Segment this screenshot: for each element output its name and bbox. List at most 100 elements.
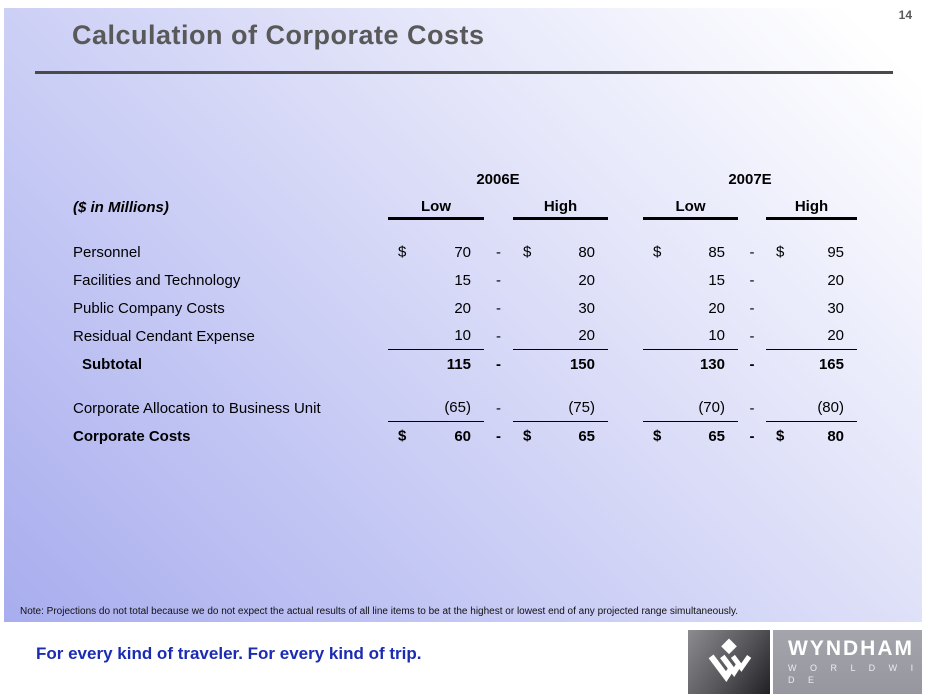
- table-row-corporate-costs: Corporate Costs $60 - $65 $65 - $80: [73, 422, 857, 450]
- value: 20: [578, 327, 595, 344]
- row-label: Subtotal: [82, 355, 142, 373]
- value-cell: $80: [513, 238, 608, 266]
- logo-wordmark: WYNDHAM W O R L D W I D E: [773, 630, 922, 694]
- range-dash: -: [496, 355, 501, 373]
- corporate-costs-table: 2006E 2007E ($ in Millions) Low High Low…: [73, 168, 857, 450]
- footer-bar: For every kind of traveler. For every ki…: [0, 622, 926, 694]
- wyndham-logo: WYNDHAM W O R L D W I D E: [688, 630, 922, 694]
- row-label: Public Company Costs: [73, 299, 225, 317]
- value-cell: (65): [388, 394, 484, 422]
- footnote: Note: Projections do not total because w…: [20, 606, 739, 617]
- currency-symbol: $: [776, 243, 785, 261]
- value-cell: $65: [643, 422, 738, 450]
- range-dash: -: [749, 427, 755, 445]
- value: (70): [698, 399, 725, 416]
- year-gap: [608, 238, 643, 266]
- currency-symbol: $: [523, 243, 532, 261]
- range-dash: -: [749, 355, 755, 373]
- units-label: ($ in Millions): [73, 199, 169, 216]
- table-row-facilities: Facilities and Technology 15 - 20 15 - 2…: [73, 266, 857, 294]
- value-cell: 15: [643, 266, 738, 294]
- value-cell: 150: [513, 350, 608, 378]
- logo-divider: [770, 630, 773, 694]
- header-spacer: [73, 220, 857, 238]
- range-dash: -: [749, 399, 755, 417]
- empty-cell: [608, 190, 643, 220]
- value: 20: [708, 299, 725, 317]
- value-cell: 20: [513, 266, 608, 294]
- value: 60: [454, 427, 471, 445]
- year-header-2006e: 2006E: [476, 170, 520, 188]
- year-gap: [608, 266, 643, 294]
- range-dash: -: [496, 299, 501, 317]
- value-cell: 115: [388, 350, 484, 378]
- year-header-2007e: 2007E: [728, 170, 772, 188]
- col-header-2007e-low: Low: [643, 196, 738, 220]
- value: (80): [817, 399, 844, 416]
- value-cell: 30: [513, 294, 608, 322]
- year-gap: [608, 422, 643, 450]
- table-row-public-company: Public Company Costs 20 - 30 20 - 30: [73, 294, 857, 322]
- value: (75): [568, 399, 595, 416]
- row-label: Personnel: [73, 243, 141, 261]
- value-cell: (70): [643, 394, 738, 422]
- range-dash: -: [496, 243, 501, 261]
- value: 20: [827, 271, 844, 289]
- empty-cell: [738, 190, 766, 220]
- slide-canvas: 14 Calculation of Corporate Costs 2006E …: [4, 8, 922, 622]
- value-cell: 15: [388, 266, 484, 294]
- value: 65: [578, 427, 595, 445]
- row-label: Residual Cendant Expense: [73, 327, 255, 345]
- value: 70: [454, 243, 471, 261]
- brand-tagline: For every kind of traveler. For every ki…: [36, 644, 422, 663]
- range-dash: -: [496, 271, 501, 289]
- value-cell: 20: [766, 266, 857, 294]
- table-row-personnel: Personnel $70 - $80 $85 - $95: [73, 238, 857, 266]
- value: 10: [454, 327, 471, 344]
- year-gap: [608, 322, 643, 350]
- column-header-row: ($ in Millions) Low High Low High: [73, 190, 857, 220]
- year-gap: [608, 394, 643, 422]
- value-cell: 10: [388, 322, 484, 350]
- value: 85: [708, 243, 725, 261]
- value: 30: [578, 299, 595, 317]
- section-spacer: [73, 378, 857, 394]
- wyndham-w-icon: [688, 630, 770, 694]
- title-divider: [35, 71, 893, 74]
- range-dash: -: [749, 243, 755, 261]
- range-dash: -: [496, 427, 501, 445]
- table-row-subtotal: Subtotal 115 - 150 130 - 165: [73, 350, 857, 378]
- value: 65: [708, 427, 725, 445]
- value: 115: [446, 355, 471, 373]
- value: 130: [699, 355, 725, 373]
- row-label: Corporate Allocation to Business Unit: [73, 399, 321, 417]
- currency-symbol: $: [653, 243, 662, 261]
- currency-symbol: $: [398, 243, 407, 261]
- value-cell: 130: [643, 350, 738, 378]
- col-header-2007e-high: High: [766, 196, 857, 220]
- value: 95: [827, 243, 844, 261]
- value: 15: [454, 271, 471, 289]
- value: (65): [444, 399, 471, 416]
- table-row-residual-cendant: Residual Cendant Expense 10 - 20 10 - 20: [73, 322, 857, 350]
- value-cell: 20: [388, 294, 484, 322]
- currency-symbol: $: [653, 427, 662, 445]
- wyndham-w-glyph: [708, 638, 752, 682]
- value-cell: 165: [766, 350, 857, 378]
- logo-subtitle: W O R L D W I D E: [788, 663, 919, 685]
- value-cell: 20: [513, 322, 608, 350]
- value-cell: 20: [643, 294, 738, 322]
- range-dash: -: [749, 271, 755, 289]
- year-header-row: 2006E 2007E: [73, 168, 857, 190]
- slide-title: Calculation of Corporate Costs: [72, 20, 485, 50]
- value-cell: $60: [388, 422, 484, 450]
- value: 10: [708, 327, 725, 344]
- row-label: Facilities and Technology: [73, 271, 241, 289]
- value-cell: $70: [388, 238, 484, 266]
- value: 150: [569, 355, 595, 373]
- year-gap: [608, 350, 643, 378]
- currency-symbol: $: [523, 427, 532, 445]
- value: 80: [578, 243, 595, 261]
- empty-cell: [73, 168, 388, 190]
- currency-symbol: $: [398, 427, 407, 445]
